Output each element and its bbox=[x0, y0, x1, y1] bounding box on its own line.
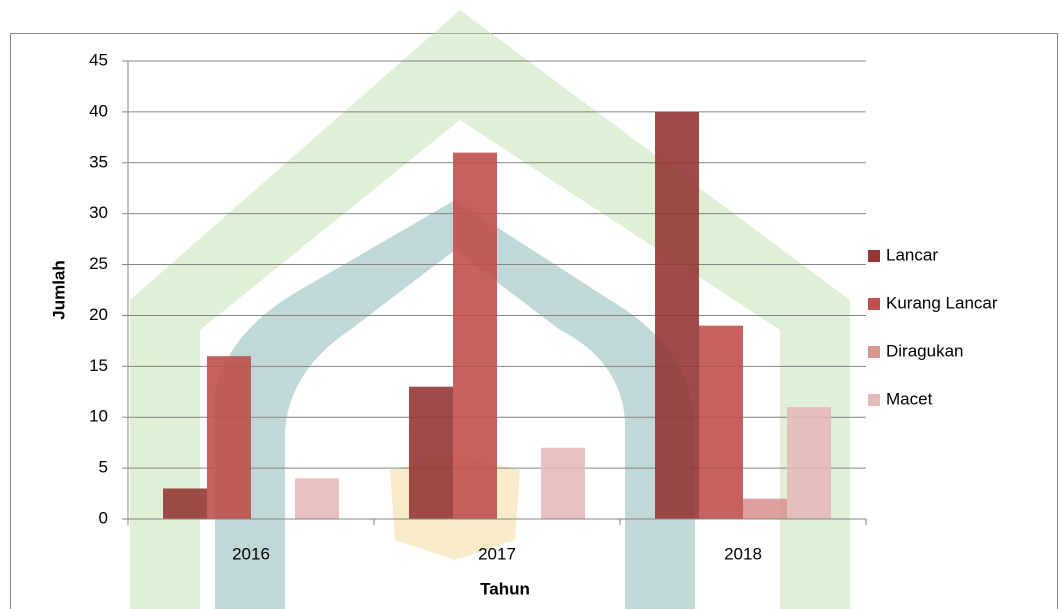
y-tick-label: 10 bbox=[89, 407, 108, 426]
legend-label: Macet bbox=[886, 389, 933, 408]
x-axis-title: Tahun bbox=[480, 579, 530, 598]
x-tick-label: 2016 bbox=[232, 544, 270, 563]
legend-swatch bbox=[868, 250, 880, 262]
y-axis-title: Jumlah bbox=[49, 260, 68, 320]
legend-label: Diragukan bbox=[886, 341, 964, 360]
y-tick-label: 25 bbox=[89, 254, 108, 273]
legend-label: Kurang Lancar bbox=[886, 293, 998, 312]
y-tick-label: 20 bbox=[89, 305, 108, 324]
legend-swatch bbox=[868, 394, 880, 406]
x-tick-label: 2017 bbox=[478, 544, 516, 563]
bar bbox=[541, 448, 585, 519]
bar bbox=[699, 326, 743, 519]
y-tick-label: 45 bbox=[89, 50, 108, 69]
bar bbox=[295, 478, 339, 519]
y-tick-label: 40 bbox=[89, 101, 108, 120]
y-tick-label: 0 bbox=[99, 508, 108, 527]
legend-label: Lancar bbox=[886, 245, 938, 264]
y-tick-label: 5 bbox=[99, 458, 108, 477]
chart: Tahun Jumlah 0 5 10 15 20 25 30 35 40 45 2016 2017 2… bbox=[0, 0, 1059, 609]
legend-swatch bbox=[868, 346, 880, 358]
y-tick-label: 35 bbox=[89, 152, 108, 171]
bar bbox=[163, 488, 207, 519]
legend-swatch bbox=[868, 298, 880, 310]
bar bbox=[655, 112, 699, 519]
y-tick-label: 15 bbox=[89, 356, 108, 375]
x-tick-label: 2018 bbox=[724, 544, 762, 563]
bar bbox=[409, 387, 453, 519]
y-tick-label: 30 bbox=[89, 203, 108, 222]
bar bbox=[207, 356, 251, 519]
bar bbox=[787, 407, 831, 519]
bar bbox=[453, 153, 497, 519]
bar bbox=[743, 499, 787, 519]
